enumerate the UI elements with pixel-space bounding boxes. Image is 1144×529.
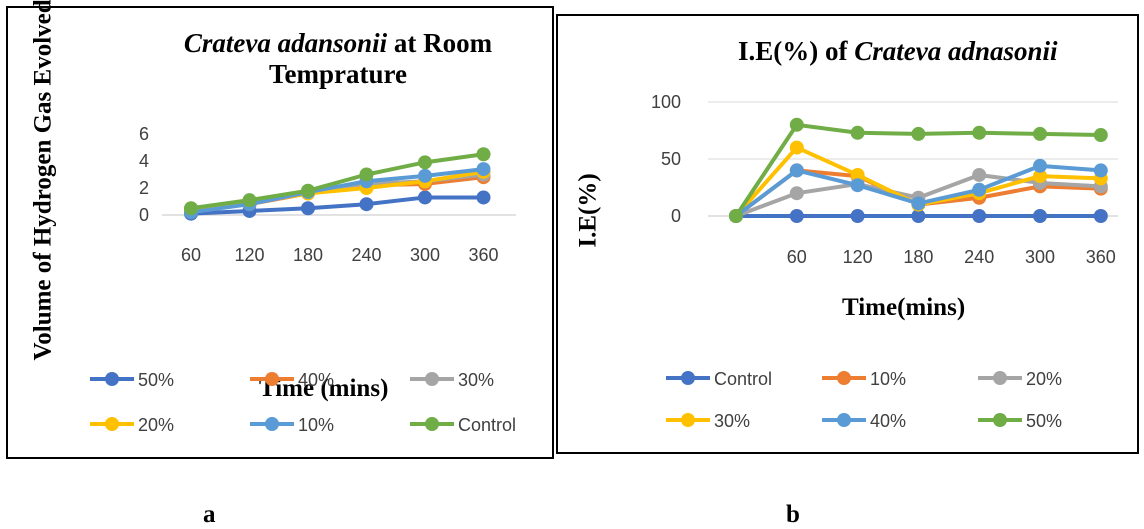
- chart-a-x-tick-label: 240: [351, 245, 381, 265]
- chart-a-x-tick-label: 360: [468, 245, 498, 265]
- chart-a-legend-swatch-marker: [265, 372, 279, 386]
- chart-b-data-point: [972, 125, 987, 140]
- chart-b-data-point: [1033, 169, 1047, 184]
- chart-b-data-point: [789, 140, 804, 155]
- chart-a-y-tick-label: 2: [139, 178, 149, 198]
- chart-b-title-prefix: I.E(%) of: [738, 36, 855, 66]
- chart-a-x-tick-label: 120: [234, 245, 264, 265]
- chart-b-legend-swatch-marker: [681, 413, 695, 427]
- chart-a-legend-label: Control: [458, 415, 516, 435]
- chart-b-legend-swatch-marker: [681, 371, 695, 385]
- chart-a-y-tick-label: 4: [139, 151, 149, 171]
- chart-b-data-point: [789, 186, 804, 201]
- chart-b-data-point: [911, 209, 926, 223]
- chart-a-y-tick-label: 6: [139, 124, 149, 144]
- chart-b-legend-label: Control: [714, 369, 772, 389]
- chart-b-x-tick-label: 120: [843, 247, 873, 267]
- chart-b-data-point: [789, 117, 804, 132]
- chart-b-plot: 0 50 100 60 120 180 240 300 360 Control 10% 20% 30% 4…: [651, 92, 1118, 431]
- chart-a-data-point: [476, 162, 491, 177]
- chart-a-data-point: [359, 197, 374, 212]
- chart-b-x-tick-label: 360: [1086, 247, 1116, 267]
- chart-b-data-point: [850, 209, 865, 223]
- chart-a-legend-label: 40%: [298, 370, 334, 390]
- chart-b-data-point: [729, 209, 743, 223]
- chart-a-title-rest: at Room Temprature: [269, 28, 493, 89]
- figure-label-a: a: [203, 501, 216, 528]
- chart-a-plot: 0 2 4 6 60 120 180 240 300 360 50% 40% 30% 20% 10% Cont…: [90, 124, 516, 435]
- chart-a-series-line: [189, 167, 486, 215]
- chart-b-legend-swatch-marker: [993, 371, 1007, 385]
- chart-a-data-point: [418, 168, 432, 183]
- chart-b-x-tick-label: 180: [903, 247, 933, 267]
- chart-a-y-tick-label: 0: [139, 205, 149, 225]
- chart-panel-b: I.E(%) of Crateva adnasonii I.E(%) Time(…: [556, 14, 1139, 454]
- chart-b-data-point: [1093, 163, 1108, 178]
- chart-a-x-tick-label: 300: [410, 245, 440, 265]
- chart-b-data-point: [911, 126, 926, 141]
- chart-b-legend-label: 20%: [1026, 369, 1062, 389]
- chart-a-legend-label: 50%: [138, 370, 174, 390]
- chart-b-data-point: [972, 167, 987, 182]
- chart-b-legend-label: 50%: [1026, 411, 1062, 431]
- chart-a-x-tick-label: 60: [181, 245, 201, 265]
- chart-a-data-point: [242, 193, 257, 208]
- chart-b-data-point: [1033, 158, 1047, 173]
- chart-b-legend-label: 10%: [870, 369, 906, 389]
- chart-b-x-tick-label: 240: [964, 247, 994, 267]
- chart-a-data-point: [359, 167, 374, 182]
- chart-a-title-italic: Crateva adansonii: [183, 28, 388, 58]
- chart-b-data-point: [850, 178, 865, 193]
- figure-label-b: b: [786, 501, 800, 528]
- chart-a-legend-label: 10%: [298, 415, 334, 435]
- chart-a-data-point: [476, 147, 491, 162]
- chart-a-series-line: [189, 195, 486, 216]
- chart-a-data-point: [301, 201, 315, 216]
- chart-b-x-axis-label: Time(mins): [842, 294, 966, 321]
- chart-b-legend-swatch-marker: [837, 413, 851, 427]
- chart-b-data-point: [850, 125, 865, 140]
- chart-b-data-point: [789, 163, 804, 178]
- chart-b-data-point: [1093, 128, 1108, 143]
- chart-a-legend-label: 30%: [458, 370, 494, 390]
- chart-b-data-point: [1093, 209, 1108, 223]
- chart-b-title: I.E(%) of Crateva adnasonii: [738, 36, 1144, 67]
- chart-a-legend-label: 20%: [138, 415, 174, 435]
- chart-a-data-point: [418, 190, 432, 205]
- chart-a-series-line: [189, 152, 486, 211]
- chart-b-data-point: [1033, 126, 1047, 141]
- chart-b-x-tick-label: 300: [1025, 247, 1055, 267]
- chart-b-legend-swatch-marker: [993, 413, 1007, 427]
- chart-b-legend-label: 30%: [714, 411, 750, 431]
- chart-a-legend-swatch-marker: [425, 417, 439, 431]
- chart-b-title-italic: Crateva adnasonii: [854, 36, 1058, 66]
- chart-b-y-tick-label: 100: [651, 92, 681, 112]
- chart-a-legend-swatch-marker: [265, 417, 279, 431]
- chart-b-y-tick-label: 0: [671, 206, 681, 226]
- chart-b-x-tick-label: 60: [787, 247, 807, 267]
- chart-a-data-point: [184, 201, 198, 216]
- chart-a-legend-swatch-marker: [105, 417, 119, 431]
- chart-b-data-point: [911, 196, 926, 211]
- chart-a-x-tick-label: 180: [293, 245, 323, 265]
- chart-panel-a: Crateva adansonii at Room Temprature Vol…: [6, 0, 554, 459]
- chart-a-legend-swatch-marker: [105, 372, 119, 386]
- chart-a-data-point: [418, 155, 432, 170]
- chart-b-data-point: [1033, 209, 1047, 223]
- chart-a-data-point: [301, 183, 315, 198]
- chart-b-data-point: [789, 209, 804, 223]
- chart-a-title: Crateva adansonii at Room Temprature: [138, 28, 538, 90]
- chart-a-legend-swatch-marker: [425, 372, 439, 386]
- chart-b-y-tick-label: 50: [661, 149, 681, 169]
- chart-b-data-point: [972, 209, 987, 223]
- chart-b-data-point: [972, 182, 987, 197]
- chart-b-legend-label: 40%: [870, 411, 906, 431]
- chart-b-data-point: [850, 167, 865, 182]
- chart-b-legend-swatch-marker: [837, 371, 851, 385]
- chart-a-data-point: [476, 190, 491, 205]
